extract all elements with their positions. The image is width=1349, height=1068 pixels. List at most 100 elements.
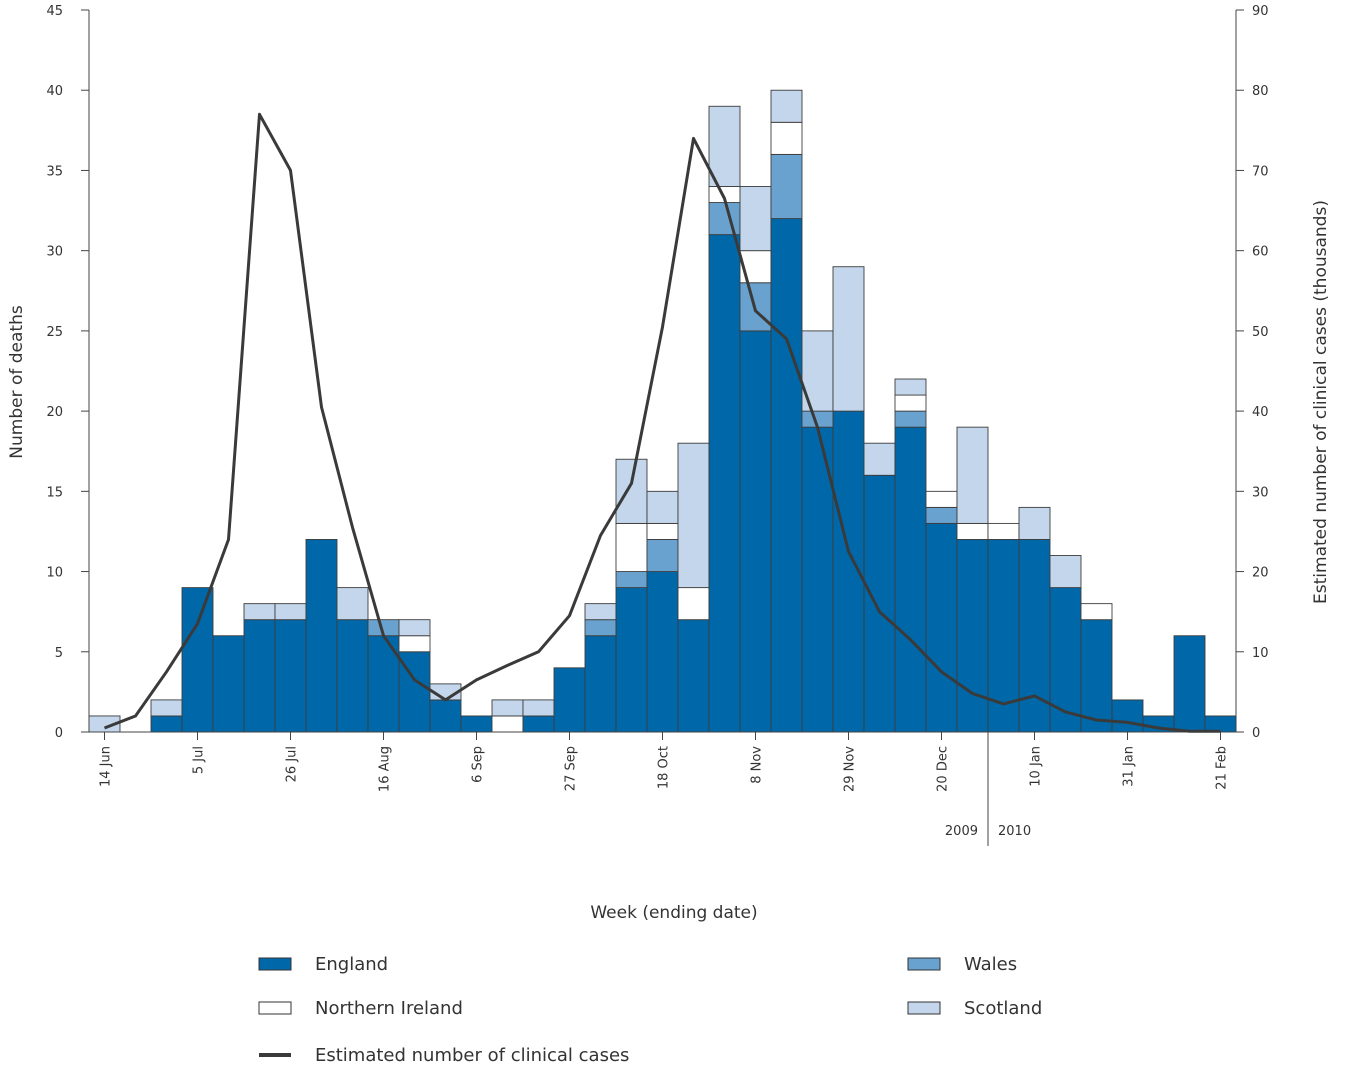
x-tick-label: 16 Aug [378, 746, 393, 792]
bar-scotland [677, 442, 710, 589]
bar-scotland [584, 603, 617, 621]
x-tick-label: 27 Sep [564, 746, 579, 791]
bar-northern-ireland [770, 121, 803, 155]
bar-scotland [615, 458, 648, 524]
y-tick-label: 5 [55, 646, 63, 661]
bar-wales [770, 153, 803, 220]
y2-tick-label: 20 [1252, 566, 1269, 581]
bar-england [677, 619, 710, 733]
x-tick-label: 29 Nov [843, 746, 858, 792]
bar-northern-ireland [398, 635, 431, 653]
bar-northern-ireland [1080, 603, 1113, 621]
y2-tick-label: 60 [1252, 245, 1269, 260]
bar-scotland [1018, 506, 1051, 540]
legend-label-england: England [315, 954, 388, 975]
y-tick-label: 15 [46, 485, 63, 500]
y2-tick-label: 70 [1252, 164, 1269, 179]
bar-northern-ireland [894, 394, 927, 412]
bar-england [522, 715, 555, 733]
bar-scotland [491, 699, 524, 717]
bar-england [1111, 699, 1144, 733]
bar-england [801, 426, 834, 733]
legend-label-wales: Wales [964, 954, 1017, 975]
bar-scotland [739, 186, 772, 252]
bar-scotland [522, 699, 555, 717]
y-tick-label: 20 [46, 405, 63, 420]
bar-england [1080, 619, 1113, 733]
bar-scotland [274, 603, 307, 621]
legend-swatch-scotland [907, 1001, 941, 1015]
bar-scotland [646, 490, 679, 524]
y2-tick-label: 30 [1252, 485, 1269, 500]
legend-swatch-wales [907, 957, 941, 971]
bar-northern-ireland [615, 522, 648, 573]
year-label-2009: 2009 [945, 824, 978, 839]
y2-tick-label: 80 [1252, 84, 1269, 99]
bar-wales [925, 506, 958, 524]
bar-england [615, 587, 648, 733]
bar-scotland [863, 442, 896, 476]
bar-northern-ireland [646, 522, 679, 540]
bar-england [646, 571, 679, 733]
bar-wales [708, 202, 741, 236]
y-tick-label: 30 [46, 245, 63, 260]
y-tick-label: 35 [46, 164, 63, 179]
legend-swatch-england [258, 957, 292, 971]
x-tick-label: 6 Sep [471, 746, 486, 783]
bar-scotland [894, 378, 927, 396]
y2-tick-label: 50 [1252, 325, 1269, 340]
y2-tick-label: 40 [1252, 405, 1269, 420]
bar-england [181, 587, 214, 733]
bar-england [460, 715, 493, 733]
bar-england [925, 522, 958, 733]
x-tick-label: 21 Feb [1215, 746, 1230, 790]
x-tick-label: 10 Jan [1029, 746, 1044, 787]
y-tick-label: 0 [55, 726, 63, 741]
y2-axis-title: Estimated number of clinical cases (thou… [1311, 200, 1331, 604]
bar-northern-ireland [987, 522, 1020, 540]
x-axis: 14 Jun 5 Jul 26 Jul 16 Aug 6 Sep 27 Sep 18 Oct… [89, 731, 1236, 792]
bar-england [212, 635, 245, 733]
year-label-2010: 2010 [998, 824, 1031, 839]
bar-england [553, 667, 586, 733]
x-tick-label: 5 Jul [192, 746, 207, 774]
bar-england [336, 619, 369, 733]
x-tick-label: 31 Jan [1122, 746, 1137, 787]
bar-wales [646, 539, 679, 573]
bar-england [1204, 715, 1237, 733]
y-tick-label: 10 [46, 566, 63, 581]
legend-label-northern-ireland: Northern Ireland [315, 998, 463, 1019]
bar-england [429, 699, 462, 733]
cases-line-layer [103, 112, 1221, 733]
legend-label-estimated-number-of-clinical-cases: Estimated number of clinical cases [315, 1045, 629, 1066]
y-tick-label: 40 [46, 84, 63, 99]
bar-england [863, 474, 896, 733]
y-axis-right: 0 10 20 30 40 50 60 70 80 90 [1235, 4, 1269, 741]
bar-scotland [956, 426, 989, 524]
y2-tick-label: 90 [1252, 4, 1269, 19]
y-tick-label: 45 [46, 4, 63, 19]
x-tick-label: 18 Oct [657, 746, 672, 789]
bar-england [305, 539, 338, 733]
y-tick-label: 25 [46, 325, 63, 340]
legend-label-scotland: Scotland [964, 998, 1042, 1019]
bar-england [770, 218, 803, 733]
y2-tick-label: 10 [1252, 646, 1269, 661]
bar-england [274, 619, 307, 733]
bar-england [1173, 635, 1206, 733]
bar-scotland [243, 603, 276, 621]
bars [88, 89, 1237, 733]
bar-england [894, 426, 927, 733]
bar-northern-ireland [925, 490, 958, 508]
y2-tick-label: 0 [1252, 726, 1260, 741]
bar-england [956, 539, 989, 733]
y-axis-left: 0 5 10 15 20 25 30 35 40 45 [46, 4, 90, 741]
x-tick-label: 26 Jul [285, 746, 300, 782]
bar-northern-ireland [677, 587, 710, 621]
bar-scotland [708, 105, 741, 187]
bar-northern-ireland [956, 522, 989, 540]
x-axis-title: Week (ending date) [590, 903, 757, 923]
legend: England Wales Northern Ireland Scotland Esti… [258, 954, 1042, 1066]
bar-scotland [398, 619, 431, 637]
